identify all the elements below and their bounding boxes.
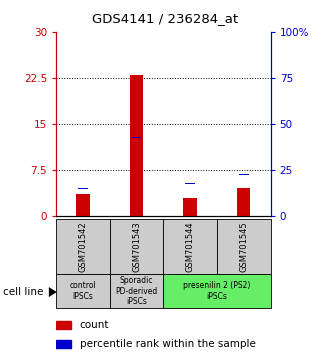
Bar — [183, 198, 197, 216]
Bar — [78, 188, 88, 189]
Bar — [185, 183, 195, 184]
Text: percentile rank within the sample: percentile rank within the sample — [80, 339, 255, 349]
Text: Sporadic
PD-derived
iPSCs: Sporadic PD-derived iPSCs — [115, 276, 158, 306]
Bar — [56, 219, 110, 274]
Text: count: count — [80, 320, 109, 330]
Bar — [130, 75, 143, 216]
Text: GSM701544: GSM701544 — [186, 222, 195, 272]
Bar — [110, 219, 163, 274]
Bar — [56, 340, 71, 348]
Bar — [217, 219, 271, 274]
Text: GSM701542: GSM701542 — [79, 222, 87, 272]
Text: presenilin 2 (PS2)
iPSCs: presenilin 2 (PS2) iPSCs — [183, 281, 251, 301]
Bar — [132, 137, 141, 138]
Polygon shape — [49, 287, 57, 297]
Text: GDS4141 / 236284_at: GDS4141 / 236284_at — [92, 12, 238, 25]
Bar — [163, 219, 217, 274]
Bar — [56, 321, 71, 329]
Bar — [76, 194, 90, 216]
Bar — [56, 274, 110, 308]
Bar — [110, 274, 163, 308]
Text: control
IPSCs: control IPSCs — [70, 281, 96, 301]
Bar — [163, 274, 271, 308]
Bar — [239, 174, 248, 175]
Bar — [237, 188, 250, 216]
Text: cell line: cell line — [3, 287, 44, 297]
Text: GSM701545: GSM701545 — [239, 222, 248, 272]
Text: GSM701543: GSM701543 — [132, 222, 141, 272]
